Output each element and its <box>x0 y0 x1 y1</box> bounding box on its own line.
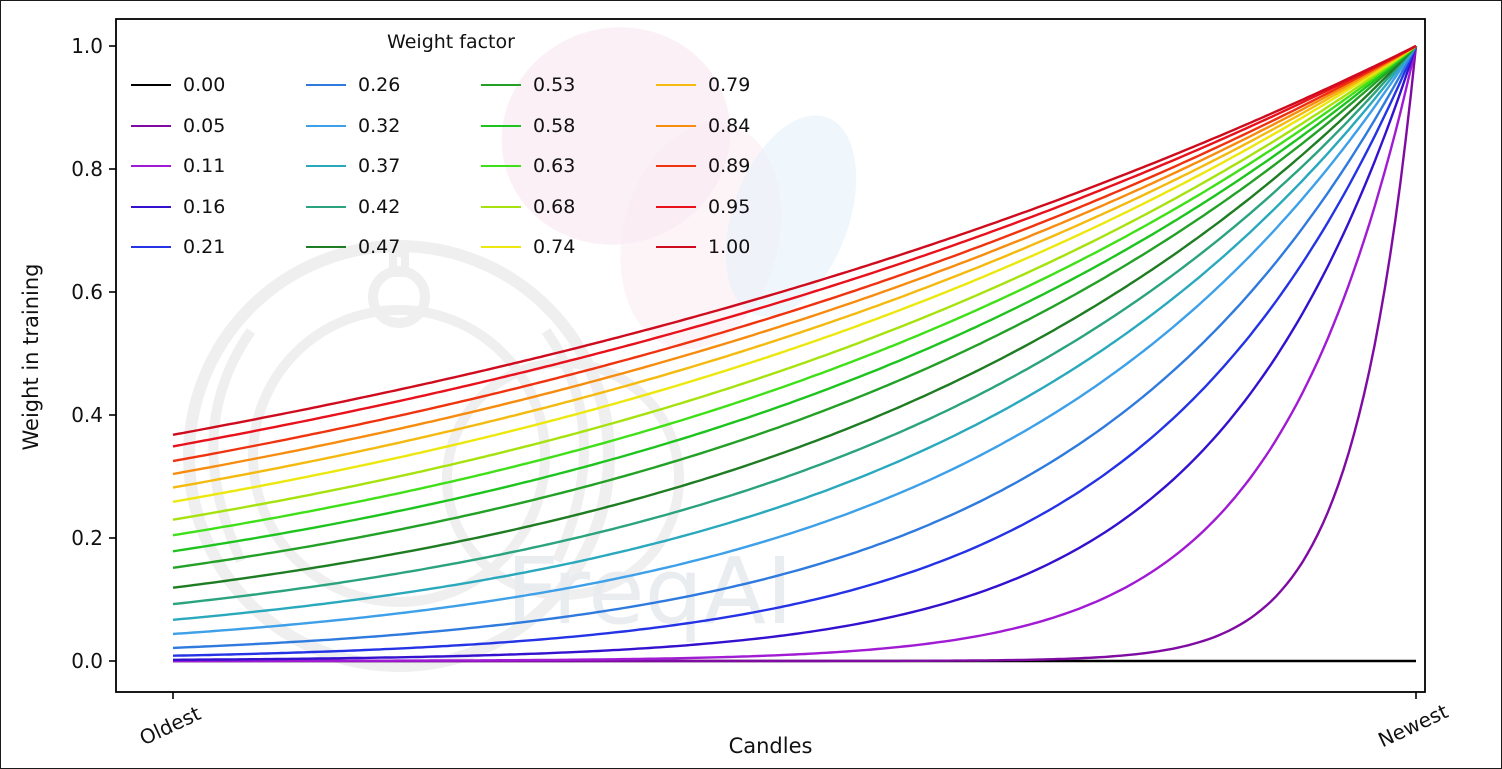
legend-label: 0.79 <box>708 74 751 97</box>
legend-label: 0.11 <box>183 155 226 178</box>
legend-item: 0.47 <box>306 236 481 258</box>
legend-item: 0.84 <box>656 115 831 137</box>
legend-line-swatch <box>131 124 171 127</box>
legend-item: 0.26 <box>306 74 481 96</box>
legend-line-swatch <box>481 246 521 249</box>
legend-line-swatch <box>656 124 696 127</box>
legend-label: 1.00 <box>708 236 751 259</box>
legend-line-swatch <box>481 165 521 168</box>
y-tick-label: 0.2 <box>71 526 103 550</box>
legend-line-swatch <box>306 84 346 87</box>
legend-item: 0.37 <box>306 155 481 177</box>
watermark-petal-blue <box>725 115 857 317</box>
legend-line-swatch <box>131 246 171 249</box>
curve-0.47 <box>172 45 1417 589</box>
y-tick-label: 0.0 <box>71 649 103 673</box>
legend-item: 0.68 <box>481 196 656 218</box>
legend-grid: 0.00 0.05 0.11 0.16 0.21 0.26 0.32 0.37 0.42 0.47… <box>131 65 831 268</box>
legend-line-swatch <box>306 205 346 208</box>
curve-0.89 <box>172 44 1417 463</box>
legend-item: 0.42 <box>306 196 481 218</box>
legend-item: 0.95 <box>656 196 831 218</box>
legend-item: 0.00 <box>131 74 306 96</box>
legend-item: 0.63 <box>481 155 656 177</box>
legend-label: 0.95 <box>708 195 751 218</box>
legend-label: 0.47 <box>358 236 401 259</box>
legend-label: 0.42 <box>358 195 401 218</box>
curve-0.21 <box>172 45 1418 657</box>
legend-item: 0.11 <box>131 155 306 177</box>
legend-item: 0.89 <box>656 155 831 177</box>
legend-label: 0.32 <box>358 114 401 137</box>
legend-label: 0.58 <box>533 114 576 137</box>
legend-line-swatch <box>306 124 346 127</box>
legend-line-swatch <box>131 205 171 208</box>
legend-label: 0.16 <box>183 195 226 218</box>
legend-item: 0.21 <box>131 236 306 258</box>
curve-0.16 <box>173 45 1418 661</box>
curve-0.53 <box>172 45 1417 569</box>
legend-label: 0.84 <box>708 114 751 137</box>
y-tick-label: 0.8 <box>71 157 103 181</box>
legend-item: 0.79 <box>656 74 831 96</box>
legend-line-swatch <box>481 124 521 127</box>
curve-0.79 <box>172 44 1417 489</box>
legend-line-swatch <box>306 165 346 168</box>
curve-0.26 <box>172 45 1418 650</box>
curve-0.37 <box>172 45 1417 621</box>
legend-line-swatch <box>481 205 521 208</box>
legend-label: 0.37 <box>358 155 401 178</box>
x-axis-label: Candles <box>728 734 813 758</box>
legend-item: 0.16 <box>131 196 306 218</box>
y-axis-label: Weight in training <box>19 263 43 451</box>
legend-label: 0.21 <box>183 236 226 259</box>
legend-label: 0.68 <box>533 195 576 218</box>
legend-label: 0.53 <box>533 74 576 97</box>
legend-label: 0.05 <box>183 114 226 137</box>
legend-line-swatch <box>131 165 171 168</box>
legend-title: Weight factor <box>387 31 515 53</box>
legend-line-swatch <box>656 246 696 249</box>
legend-line-swatch <box>306 246 346 249</box>
legend-line-swatch <box>656 165 696 168</box>
curve-1.00 <box>172 44 1417 436</box>
curve-0.74 <box>172 45 1417 503</box>
y-tick-label: 0.4 <box>71 403 103 427</box>
y-tick-label: 1.0 <box>71 34 103 58</box>
legend-item: 0.32 <box>306 115 481 137</box>
curve-0.58 <box>172 45 1417 553</box>
legend-item: 1.00 <box>656 236 831 258</box>
legend-label: 0.63 <box>533 155 576 178</box>
curve-0.42 <box>172 45 1417 606</box>
legend-label: 0.00 <box>183 74 226 97</box>
curve-0.11 <box>173 45 1418 663</box>
curve-0.84 <box>172 44 1417 476</box>
legend-line-swatch <box>131 84 171 87</box>
legend-line-swatch <box>656 205 696 208</box>
legend-line-swatch <box>481 84 521 87</box>
y-tick-label: 0.6 <box>71 280 103 304</box>
legend-line-swatch <box>656 84 696 87</box>
legend-item: 0.53 <box>481 74 656 96</box>
legend-label: 0.89 <box>708 155 751 178</box>
curve-0.32 <box>172 45 1418 636</box>
legend-item: 0.58 <box>481 115 656 137</box>
curve-0.68 <box>172 45 1417 521</box>
legend-label: 0.74 <box>533 236 576 259</box>
curve-0.63 <box>172 45 1417 537</box>
legend-label: 0.26 <box>358 74 401 97</box>
legend-item: 0.74 <box>481 236 656 258</box>
curve-0.95 <box>172 44 1417 448</box>
legend-item: 0.05 <box>131 115 306 137</box>
axes-box <box>115 18 1426 693</box>
legend: Weight factor 0.00 0.05 0.11 0.16 0.21 0.26 0.… <box>131 31 831 268</box>
